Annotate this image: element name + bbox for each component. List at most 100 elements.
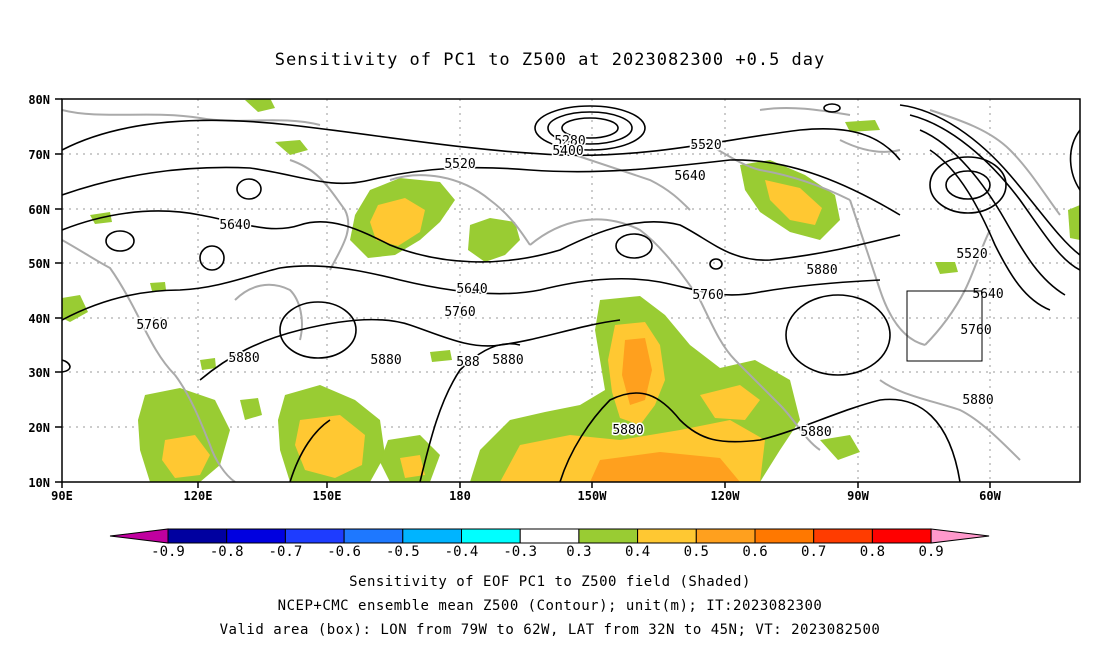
colorbar-swatch xyxy=(871,528,932,544)
sensitivity-shading xyxy=(62,99,1080,482)
colorbar-label: 0.8 xyxy=(860,544,885,560)
contour-label: 5760 xyxy=(692,288,723,303)
caption-line-1: Sensitivity of EOF PC1 to Z500 field (Sh… xyxy=(349,574,751,590)
colorbar-label: 0.7 xyxy=(801,544,826,560)
shading-region xyxy=(430,350,452,362)
colorbar-swatch xyxy=(226,528,286,544)
contour-label: 5880 xyxy=(806,263,837,278)
lat-label: 50N xyxy=(28,257,50,271)
colorbar-label: 0.5 xyxy=(684,544,709,560)
contour-label: 5760 xyxy=(444,305,475,320)
latitude-labels: 80N 70N 60N 50N 40N 30N 20N 10N xyxy=(28,93,50,490)
lon-label: 120E xyxy=(184,489,213,503)
shading-region xyxy=(765,180,822,225)
contour-label: 5640 xyxy=(456,282,487,297)
lon-label: 150E xyxy=(313,489,342,503)
colorbar-label: -0.4 xyxy=(445,544,479,560)
shading-region xyxy=(820,435,860,460)
shading-region xyxy=(240,398,262,420)
colorbar-swatch xyxy=(284,528,345,544)
colorbar-swatch xyxy=(167,528,228,544)
contour-label: 5520 xyxy=(690,138,721,153)
colorbar-label: -0.7 xyxy=(269,544,303,560)
colorbar-label: 0.4 xyxy=(625,544,650,560)
colorbar-swatch xyxy=(695,528,756,544)
colorbar-swatch xyxy=(754,528,815,544)
contour-label: 5760 xyxy=(960,323,991,338)
contour-label: 5520 xyxy=(956,247,987,262)
contour-label: 5880 xyxy=(228,351,259,366)
colorbar-swatch xyxy=(519,528,580,544)
colorbar-label: 0.9 xyxy=(918,544,943,560)
shading-region xyxy=(622,338,652,405)
contour-label: 5520 xyxy=(444,157,475,172)
contour-label: 5880 xyxy=(492,353,523,368)
lat-label: 60N xyxy=(28,203,50,217)
shading-region xyxy=(700,385,760,420)
colorbar-label: -0.8 xyxy=(210,544,244,560)
axis-ticks xyxy=(55,98,991,488)
longitude-labels: 90E 120E 150E 180 150W 120W 90W 60W xyxy=(51,489,1001,503)
shading-region xyxy=(370,198,425,246)
contour-label: 5880 xyxy=(800,425,831,440)
shading-region xyxy=(1068,205,1080,240)
colorbar-label: -0.5 xyxy=(386,544,420,560)
contour-label: 5400 xyxy=(552,144,583,159)
shading-region xyxy=(400,455,425,478)
gridlines xyxy=(62,99,1080,482)
contour-label: 5880 xyxy=(370,353,401,368)
colorbar-right-arrow xyxy=(930,528,990,544)
colorbar-label: 0.6 xyxy=(742,544,767,560)
shading-region xyxy=(62,295,88,322)
contour-label: 5640 xyxy=(219,218,250,233)
lon-label: 90W xyxy=(847,489,869,503)
lon-label: 180 xyxy=(449,489,471,503)
colorbar-swatch xyxy=(637,528,697,544)
page-title: Sensitivity of PC1 to Z500 at 2023082300… xyxy=(274,50,826,70)
contour-label: 5880 xyxy=(962,393,993,408)
lon-label: 120W xyxy=(711,489,741,503)
colorbar-label: -0.6 xyxy=(327,544,361,560)
contour-label: 5760 xyxy=(136,318,167,333)
shading-region xyxy=(275,140,308,155)
lon-label: 150W xyxy=(578,489,608,503)
map-frame xyxy=(61,98,1081,483)
lon-label: 90E xyxy=(51,489,73,503)
lat-label: 70N xyxy=(28,148,50,162)
colorbar-swatch xyxy=(578,528,639,544)
contour-label: 5880 xyxy=(612,423,643,438)
lat-label: 30N xyxy=(28,366,50,380)
colorbar-swatch xyxy=(461,528,521,544)
shading-region xyxy=(245,99,275,112)
shading-region xyxy=(200,358,216,370)
contour-label: 588 xyxy=(456,355,479,370)
caption-line-3: Valid area (box): LON from 79W to 62W, L… xyxy=(219,622,881,638)
caption-line-2: NCEP+CMC ensemble mean Z500 (Contour); u… xyxy=(277,598,823,614)
lat-label: 10N xyxy=(28,476,50,490)
z500-contours xyxy=(62,103,1080,482)
shading-region xyxy=(935,262,958,274)
valid-area-box xyxy=(906,290,983,362)
lat-label: 20N xyxy=(28,421,50,435)
colorbar-swatch xyxy=(813,528,873,544)
shading-region xyxy=(150,282,166,291)
colorbar: -0.9 -0.8 -0.7 -0.6 -0.5 -0.4 -0.3 0.3 0.4 0.5 0.6… xyxy=(109,528,990,560)
colorbar-swatch xyxy=(343,528,404,544)
colorbar-label: -0.9 xyxy=(151,544,185,560)
colorbar-swatch xyxy=(402,528,462,544)
shading-region xyxy=(590,452,740,482)
lon-label: 60W xyxy=(979,489,1001,503)
shading-region xyxy=(162,435,210,478)
contour-label: 5640 xyxy=(674,169,705,184)
shading-region xyxy=(295,415,365,478)
colorbar-label: -0.3 xyxy=(503,544,537,560)
contour-label: 5280 xyxy=(554,134,585,149)
lat-label: 80N xyxy=(28,93,50,107)
colorbar-left-arrow xyxy=(109,528,169,544)
lat-label: 40N xyxy=(28,312,50,326)
shading-region xyxy=(845,120,880,132)
contour-label: 5640 xyxy=(972,287,1003,302)
shading-region xyxy=(468,218,520,262)
